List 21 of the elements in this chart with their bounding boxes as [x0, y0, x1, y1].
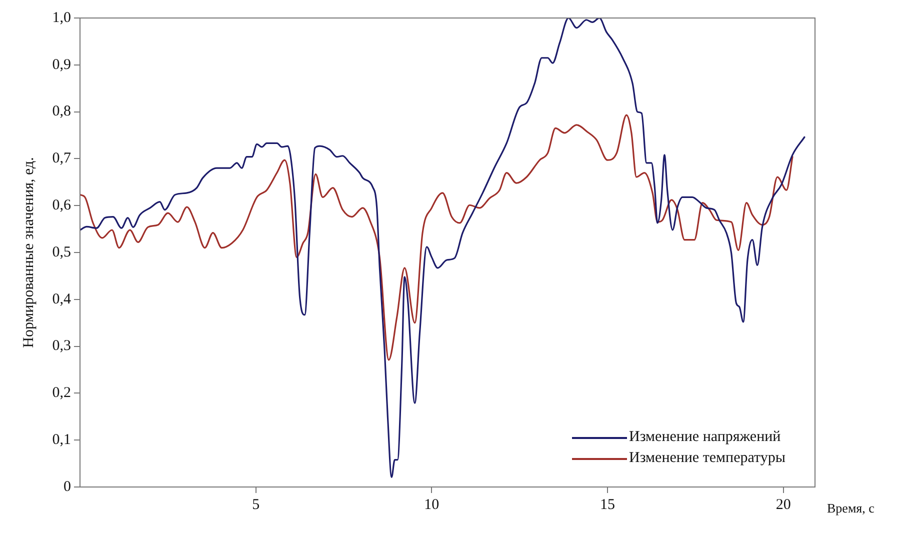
y-tick-label: 0,3: [52, 338, 71, 354]
y-tick-label: 1,0: [52, 10, 71, 26]
y-tick-label: 0,1: [52, 432, 71, 448]
line-series: [80, 114, 794, 361]
legend-label: Изменение напряжений: [629, 429, 781, 446]
x-tick-label: 20: [776, 496, 791, 513]
legend-label: Изменение температуры: [629, 450, 786, 467]
y-tick-label: 0,2: [52, 385, 71, 402]
y-tick-label: 0,5: [52, 244, 71, 260]
y-tick-label: 0: [64, 478, 71, 495]
y-tick-label: 0,4: [52, 291, 72, 308]
x-tick-label: 10: [424, 496, 440, 513]
y-tick-label: 0,6: [52, 198, 72, 214]
x-tick-label: 5: [252, 496, 260, 513]
y-axis-title: Нормированные значения, ед.: [20, 157, 37, 348]
y-tick-label: 0,7: [52, 150, 72, 167]
y-tick-label: 0,9: [52, 56, 71, 73]
line-series: [80, 18, 806, 478]
x-tick-label: 15: [600, 496, 616, 513]
x-axis-title: Время, с: [827, 500, 875, 516]
y-tick-label: 0,8: [52, 104, 71, 120]
